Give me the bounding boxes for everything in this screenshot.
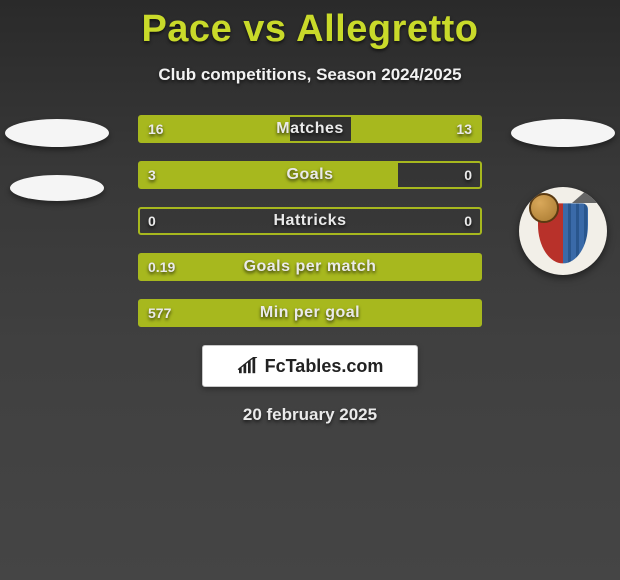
stat-value-right (464, 255, 480, 279)
stat-value-right: 0 (456, 163, 480, 187)
stat-label: Goals per match (140, 255, 480, 279)
right-player-badges (508, 107, 618, 275)
stat-label: Min per goal (140, 301, 480, 325)
stat-label: Goals (140, 163, 480, 187)
player-photo-placeholder (511, 119, 615, 147)
stat-value-left: 0 (140, 209, 164, 233)
club-crest (519, 187, 607, 275)
source-badge[interactable]: FcTables.com (202, 345, 418, 387)
chart-icon (237, 357, 259, 375)
stat-row: Matches16 13 (138, 115, 482, 143)
stat-value-right (464, 301, 480, 325)
stat-row: Min per goal577 (138, 299, 482, 327)
page-title: Pace vs Allegretto (0, 0, 620, 51)
stat-value-right: 0 (456, 209, 480, 233)
club-logo-placeholder (10, 175, 104, 201)
stat-value-right: 13 (448, 117, 480, 141)
comparison-panel: Matches1613Goals30Hattricks00Goals per m… (0, 115, 620, 425)
stat-value-left: 0.19 (140, 255, 183, 279)
stat-value-left: 16 (140, 117, 172, 141)
stat-label: Hattricks (140, 209, 480, 233)
stat-row: Goals per match0.19 (138, 253, 482, 281)
stat-bars: Matches1613Goals30Hattricks00Goals per m… (138, 115, 482, 327)
snapshot-date: 20 february 2025 (0, 405, 620, 425)
subtitle: Club competitions, Season 2024/2025 (0, 65, 620, 85)
stat-value-left: 3 (140, 163, 164, 187)
stat-row: Goals3 0 (138, 161, 482, 189)
player-photo-placeholder (5, 119, 109, 147)
left-player-badges (2, 107, 112, 213)
stat-value-left: 577 (140, 301, 179, 325)
stat-label: Matches (140, 117, 480, 141)
stat-row: Hattricks0 0 (138, 207, 482, 235)
source-badge-text: FcTables.com (265, 356, 384, 377)
